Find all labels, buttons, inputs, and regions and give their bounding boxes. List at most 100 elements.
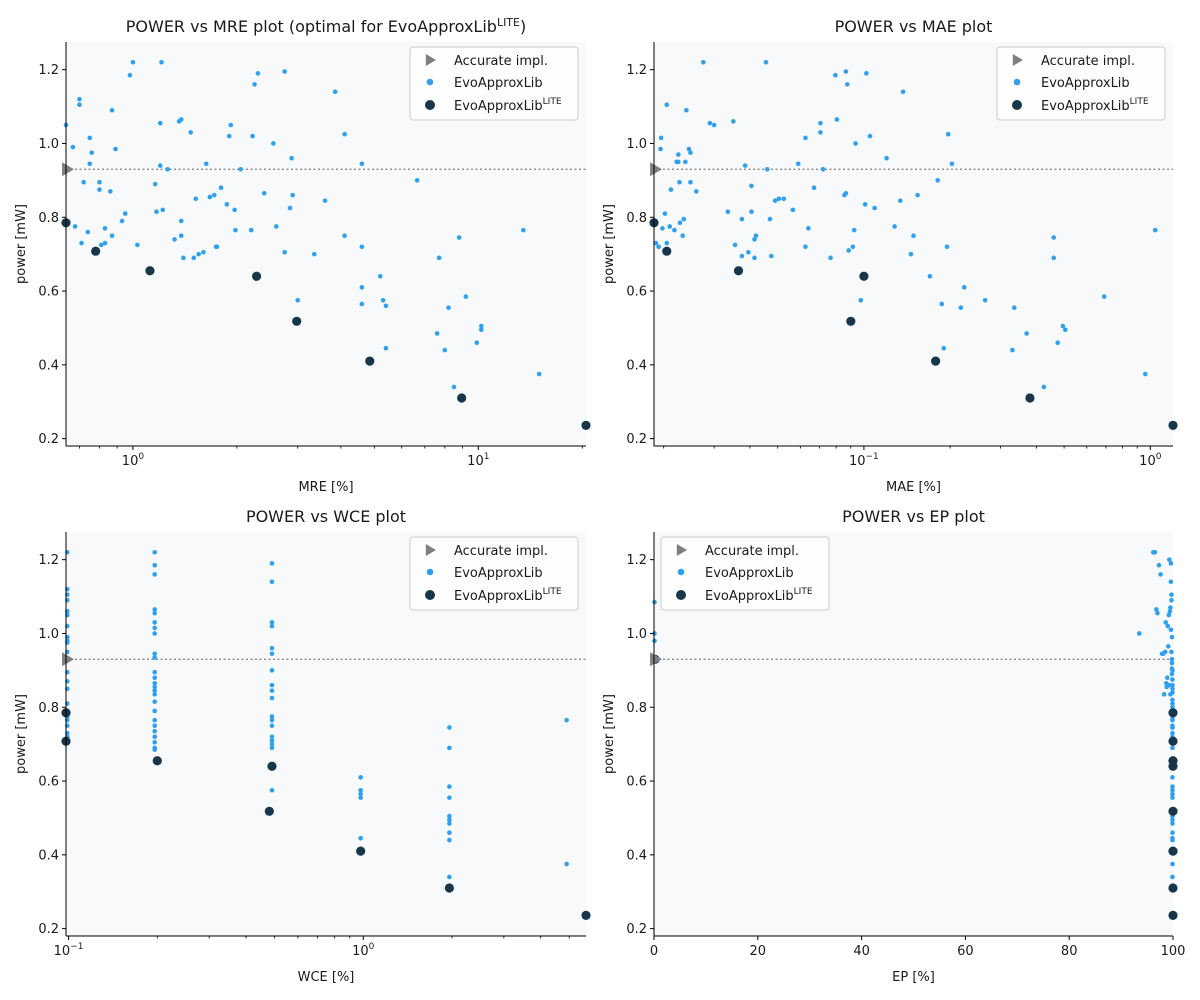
lite-point [1168,910,1178,920]
legend-lite-marker [425,100,435,110]
evo-point [677,220,683,226]
evo-point [1168,627,1174,633]
y-tick-label: 0.2 [38,922,59,937]
evo-point [1170,837,1175,843]
evo-point [853,141,858,146]
evo-point [1170,821,1175,826]
evo-point [193,196,199,202]
evo-point [652,599,657,605]
evo-point [1169,597,1174,603]
evo-point [269,645,275,651]
lite-point [356,846,366,856]
evo-point [935,178,941,183]
evo-point [152,675,158,681]
evo-point [1170,874,1175,880]
evo-point [803,135,808,141]
chart-title: POWER vs MAE plot [835,17,993,36]
lite-point [264,806,274,816]
evo-point [732,242,738,248]
legend-lite-marker [676,590,686,600]
evo-point [680,233,685,238]
evo-point [152,631,158,636]
evo-point [521,227,526,233]
accurate-point [650,652,662,667]
evo-point [851,227,857,233]
evo-point [159,59,164,65]
legend-evo-marker [677,568,685,576]
evo-point [790,207,796,213]
evo-point [656,244,661,250]
evo-point [803,244,808,250]
evo-point [196,251,201,257]
evo-point [152,734,158,740]
lite-point [1168,761,1178,771]
legend-evo-label: EvoApproxLib [454,566,543,581]
evo-point [152,562,158,568]
evo-point [1158,572,1163,577]
evo-point [1060,323,1066,329]
lite-point [581,420,591,430]
evo-point [1170,686,1175,692]
evo-point [282,250,287,255]
evo-point [1170,784,1175,789]
lite-point [267,761,277,771]
evo-point [152,655,158,660]
legend-lite-sup: LITE [794,587,813,597]
evo-point [447,745,452,751]
evo-point [1170,697,1175,703]
lite-point [91,246,101,256]
evo-point [843,69,849,74]
chart-title: POWER vs MRE plot (optimal for EvoApprox… [126,16,526,36]
y-axis-label: power [mW] [602,694,617,774]
evo-point [1152,227,1158,233]
evo-point [238,166,243,172]
evo-point [767,216,773,222]
evo-point [564,861,569,867]
accurate-point [62,652,74,667]
lite-point [1168,420,1178,430]
lite-point [444,883,454,893]
evo-point [1161,692,1167,697]
evo-point [154,209,159,215]
evo-point [178,233,184,238]
evo-point [109,233,115,238]
evo-point [1168,579,1174,585]
evo-point [359,285,365,290]
evo-point [864,71,869,76]
evo-point [152,607,158,612]
y-tick-label: 0.2 [38,432,59,447]
legend-lite-label: EvoApproxLibLITE [705,587,813,604]
evo-point [152,728,158,734]
evo-point [87,135,93,141]
evo-point [652,638,657,644]
evo-point [1169,634,1175,640]
evo-point [211,192,217,198]
evo-point [447,830,452,835]
evo-point [228,122,234,128]
legend-lite-sup: LITE [543,97,562,107]
evo-point [436,255,442,261]
evo-point [1162,649,1168,655]
evo-point [843,190,849,196]
evo-point [130,59,136,65]
evo-point [70,144,76,150]
evo-point [846,248,852,253]
evo-point [414,178,420,183]
legend-lite-base: EvoApproxLib [1041,99,1130,114]
evo-point [72,224,78,229]
evo-point [806,226,811,231]
evo-point [900,89,906,95]
evo-point [282,69,287,74]
evo-point [474,340,480,345]
accurate-point [62,162,74,177]
evo-point [844,82,850,87]
legend-lite-marker [425,590,435,600]
evo-point [152,669,158,675]
evo-point [834,117,840,122]
evo-point [1063,327,1068,333]
evo-point [945,131,951,137]
evo-point [87,161,93,167]
x-tick-exp: 0 [1156,452,1162,462]
legend-evo-label: EvoApproxLib [454,76,543,91]
